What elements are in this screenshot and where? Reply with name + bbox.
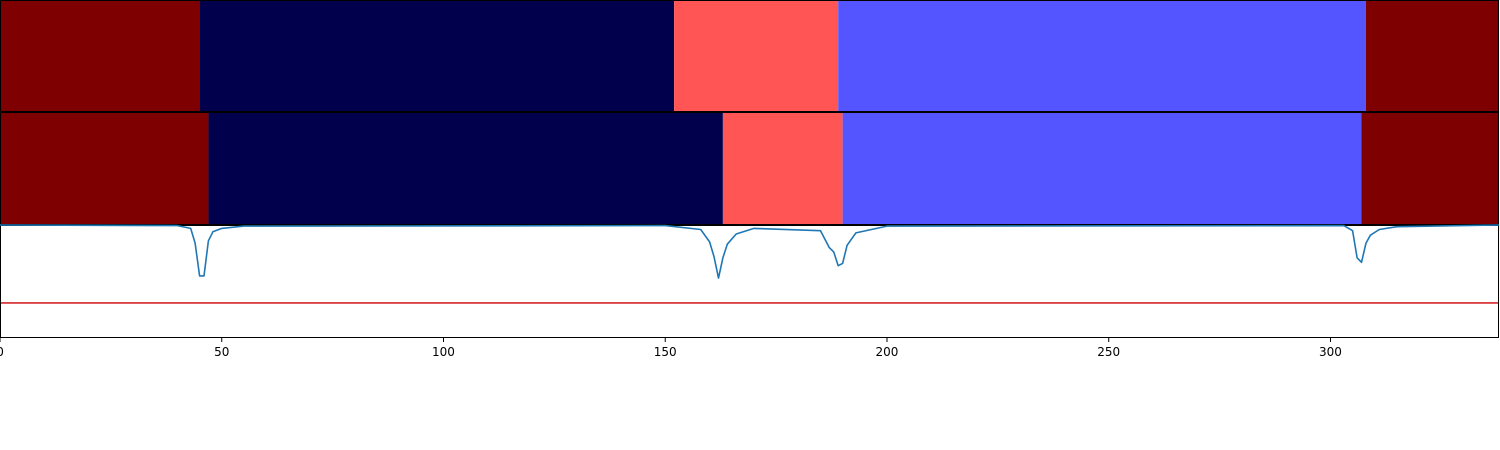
x-tick-label: 150 — [654, 345, 677, 359]
panel-frame — [0, 225, 1499, 338]
x-tick-label: 250 — [1097, 345, 1120, 359]
x-tick-label: 50 — [214, 345, 229, 359]
panel-frame — [0, 112, 1499, 225]
segment-5 — [1361, 112, 1499, 225]
segment-4 — [842, 112, 1362, 225]
x-tick-label: 300 — [1319, 345, 1342, 359]
segment-bar-middle — [0, 112, 1499, 225]
line-panel — [0, 224, 1500, 338]
segment-1 — [0, 0, 200, 112]
segment-2 — [199, 0, 675, 112]
segment-4 — [838, 0, 1366, 112]
segment-3 — [722, 112, 843, 225]
segment-bar-top — [0, 0, 1499, 112]
x-tick-label: 100 — [432, 345, 455, 359]
x-axis: 0 50 100 150 200 250 300 — [0, 338, 1342, 359]
x-tick-label: 200 — [876, 345, 899, 359]
x-tick-label: 0 — [0, 345, 4, 359]
series-line-1 — [0, 224, 1500, 279]
segment-1 — [0, 112, 209, 225]
segment-5 — [1365, 0, 1499, 112]
segment-2 — [208, 112, 723, 225]
panel-frame — [0, 0, 1499, 112]
segment-3 — [674, 0, 839, 112]
